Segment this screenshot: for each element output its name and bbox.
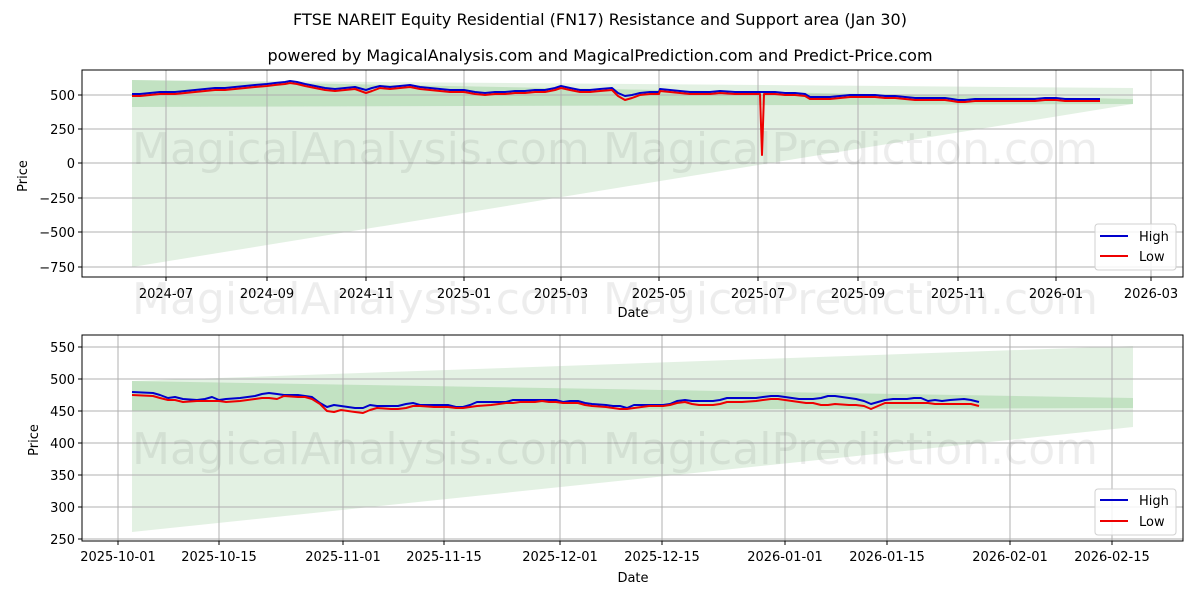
bottom-xtick-label: 2026-02-15 xyxy=(1074,550,1150,565)
bottom-xtick-label: 2025-10-01 xyxy=(80,550,156,565)
bottom-x-ticks: 2025-10-01 2025-10-15 2025-11-01 2025-11… xyxy=(80,541,1150,565)
bottom-ytick-label: 450 xyxy=(50,405,75,420)
top-ytick-label: 250 xyxy=(50,123,75,138)
bottom-xtick-label: 2025-10-15 xyxy=(181,550,257,565)
top-xtick-label: 2024-07 xyxy=(139,287,193,302)
top-legend: High Low xyxy=(1094,223,1177,271)
top-xtick-label: 2025-05 xyxy=(632,287,686,302)
legend-low-label: Low xyxy=(1139,250,1165,265)
bottom-y-axis-label: Price xyxy=(27,424,42,456)
bottom-legend: High Low xyxy=(1094,488,1177,536)
top-ytick-label: −500 xyxy=(39,226,75,241)
legend-high-label: High xyxy=(1139,230,1169,245)
top-xtick-label: 2025-07 xyxy=(731,287,785,302)
bottom-y-ticks: 550 500 450 400 350 300 250 xyxy=(50,341,82,548)
watermark-magicalprediction: MagicalPrediction.com xyxy=(603,124,1098,175)
legend-high-label: High xyxy=(1139,494,1169,509)
bottom-ytick-label: 550 xyxy=(50,341,75,356)
watermark-magicalprediction-3: MagicalPrediction.com xyxy=(603,424,1098,475)
bottom-xtick-label: 2025-11-15 xyxy=(406,550,482,565)
top-chart: MagicalAnalysis.com MagicalPrediction.co… xyxy=(16,69,1184,325)
bottom-xtick-label: 2026-02-01 xyxy=(972,550,1048,565)
watermark-magicalanalysis-2: MagicalAnalysis.com xyxy=(132,274,590,325)
low-line-top xyxy=(132,82,1100,156)
watermark-magicalprediction-2: MagicalPrediction.com xyxy=(603,274,1098,325)
bottom-axes-frame xyxy=(81,334,1184,542)
watermark-magicalanalysis-3: MagicalAnalysis.com xyxy=(132,424,590,475)
top-xtick-label: 2026-01 xyxy=(1029,287,1083,302)
bottom-xtick-label: 2026-01-01 xyxy=(747,550,823,565)
top-ytick-label: 0 xyxy=(67,157,75,172)
bottom-ytick-label: 250 xyxy=(50,533,75,548)
bottom-ytick-label: 400 xyxy=(50,437,75,452)
top-y-ticks: 500 250 0 −250 −500 −750 xyxy=(39,89,82,276)
top-x-axis-label: Date xyxy=(617,306,648,321)
top-xtick-label: 2024-11 xyxy=(339,287,393,302)
legend-low-label: Low xyxy=(1139,515,1165,530)
top-xtick-label: 2025-03 xyxy=(534,287,588,302)
bottom-xtick-label: 2025-12-01 xyxy=(522,550,598,565)
bottom-ytick-label: 500 xyxy=(50,373,75,388)
bottom-xtick-label: 2025-11-01 xyxy=(305,550,381,565)
chart-subtitle: powered by MagicalAnalysis.com and Magic… xyxy=(267,46,933,65)
high-line-bottom xyxy=(131,391,980,409)
watermark-magicalanalysis: MagicalAnalysis.com xyxy=(132,124,590,175)
bottom-xtick-label: 2025-12-15 xyxy=(624,550,700,565)
high-line-top xyxy=(132,80,1100,101)
chart-title: FTSE NAREIT Equity Residential (FN17) Re… xyxy=(293,10,907,29)
bottom-chart: MagicalAnalysis.com MagicalPrediction.co… xyxy=(27,334,1184,586)
bottom-xtick-label: 2026-01-15 xyxy=(849,550,925,565)
bottom-x-axis-label: Date xyxy=(617,571,648,586)
top-xtick-label: 2026-03 xyxy=(1124,287,1178,302)
bottom-ytick-label: 300 xyxy=(50,501,75,516)
low-line-bottom xyxy=(131,394,980,414)
top-xtick-label: 2025-11 xyxy=(931,287,985,302)
top-axes-frame xyxy=(81,69,1184,278)
top-ytick-label: −750 xyxy=(39,261,75,276)
top-ytick-label: 500 xyxy=(50,89,75,104)
bottom-ytick-label: 350 xyxy=(50,469,75,484)
top-xtick-label: 2025-01 xyxy=(437,287,491,302)
forecast-cone-band xyxy=(132,80,1133,267)
top-y-axis-label: Price xyxy=(16,160,31,192)
top-ytick-label: −250 xyxy=(39,192,75,207)
bottom-grid xyxy=(82,335,1183,541)
top-xtick-label: 2025-09 xyxy=(831,287,885,302)
top-x-ticks: 2024-07 2024-09 2024-11 2025-01 2025-03 … xyxy=(139,277,1178,302)
top-xtick-label: 2024-09 xyxy=(240,287,294,302)
